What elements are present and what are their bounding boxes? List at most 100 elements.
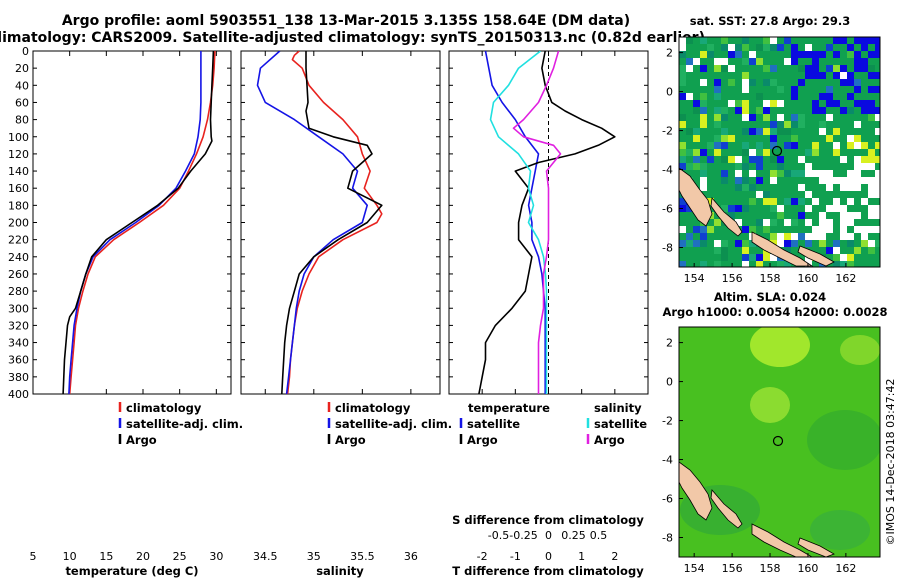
- sst-cell: [791, 44, 798, 51]
- sst-cell: [714, 261, 721, 267]
- sst-cell: [693, 135, 700, 142]
- sst-cell: [847, 261, 854, 267]
- sst-cell: [784, 219, 791, 226]
- sst-cell: [847, 79, 854, 86]
- sst-cell: [742, 86, 749, 93]
- x-tick-label: 5: [30, 550, 37, 563]
- sst-cell: [728, 156, 735, 163]
- top-x-tick-label: -0.25: [509, 529, 537, 542]
- sst-cell: [756, 142, 763, 149]
- sst-cell: [826, 170, 833, 177]
- sst-cell: [714, 149, 721, 156]
- sst-cell: [875, 226, 880, 233]
- sst-cell: [714, 86, 721, 93]
- sst-cell: [875, 107, 880, 114]
- series-satellite-adj-clim-: [256, 51, 369, 394]
- sst-cell: [847, 240, 854, 247]
- sst-cell: [728, 233, 735, 240]
- sst-cell: [756, 163, 763, 170]
- sst-cell: [693, 114, 700, 121]
- sst-cell: [840, 37, 847, 44]
- sst-cell: [805, 149, 812, 156]
- sst-cell: [777, 156, 784, 163]
- sst-cell: [700, 121, 707, 128]
- sst-cell: [819, 170, 826, 177]
- sst-cell: [707, 198, 714, 205]
- sst-cell: [679, 142, 686, 149]
- sst-cell: [707, 226, 714, 233]
- sst-cell: [679, 51, 686, 58]
- sst-cell: [854, 65, 861, 72]
- sst-cell: [812, 65, 819, 72]
- sst-cell: [693, 240, 700, 247]
- sst-cell: [861, 107, 868, 114]
- sst-cell: [812, 226, 819, 233]
- x-tick-label: 15: [99, 550, 113, 563]
- sst-cell: [679, 44, 686, 51]
- sst-cell: [735, 93, 742, 100]
- sst-cell: [770, 37, 777, 44]
- sst-cell: [686, 65, 693, 72]
- sst-cell: [770, 191, 777, 198]
- sla-low-blob: [807, 410, 880, 470]
- sst-cell: [791, 51, 798, 58]
- series-temperature-satellite: [484, 51, 547, 394]
- sst-cell: [742, 79, 749, 86]
- sst-cell: [686, 149, 693, 156]
- sst-cell: [805, 219, 812, 226]
- sst-cell: [679, 79, 686, 86]
- map-lat-label: -4: [662, 454, 673, 467]
- sst-cell: [833, 177, 840, 184]
- sst-land-solomon: [751, 231, 814, 267]
- sst-cell: [707, 51, 714, 58]
- sst-cell: [749, 226, 756, 233]
- sst-cell: [700, 51, 707, 58]
- legend-label-climatology: climatology: [335, 401, 411, 415]
- sst-cell: [875, 86, 880, 93]
- sst-cell: [728, 135, 735, 142]
- depth-tick-label: 300: [8, 302, 29, 315]
- sst-cell: [868, 86, 875, 93]
- sst-cell: [693, 72, 700, 79]
- sst-cell: [847, 93, 854, 100]
- sst-cell: [763, 79, 770, 86]
- sst-cell: [826, 65, 833, 72]
- sst-cell: [819, 121, 826, 128]
- map-lat-label: 2: [666, 337, 673, 350]
- top-x-tick-label: 0.25: [561, 529, 586, 542]
- salinity-legend: climatology satellite-adj. clim. Argo: [327, 401, 452, 447]
- sst-cell: [770, 156, 777, 163]
- sst-cell: [679, 261, 686, 267]
- sst-cell: [714, 114, 721, 121]
- sst-cell: [770, 44, 777, 51]
- sst-cell: [826, 177, 833, 184]
- depth-tick-label: 120: [8, 148, 29, 161]
- depth-tick-label: 140: [8, 165, 29, 178]
- map-lon-label: 154: [684, 272, 705, 285]
- sst-cell: [847, 177, 854, 184]
- map-lat-label: -8: [662, 242, 673, 255]
- x-tick-label: 10: [63, 550, 77, 563]
- sst-cell: [693, 226, 700, 233]
- sst-cell: [742, 177, 749, 184]
- map-lat-label: -2: [662, 415, 673, 428]
- sst-cell: [707, 156, 714, 163]
- depth-axis: 0 20 40 60 80 100 120 140 160 180 200 220 240 260 280 3…: [8, 45, 648, 401]
- sst-cell: [770, 219, 777, 226]
- sst-cell: [777, 72, 784, 79]
- sst-cell: [763, 107, 770, 114]
- x-tick-label: 1: [578, 550, 585, 563]
- sla-land-new-guinea: [679, 461, 713, 521]
- sst-cell: [756, 149, 763, 156]
- sst-cell: [875, 240, 880, 247]
- sst-cell: [707, 142, 714, 149]
- sst-cell: [763, 254, 770, 261]
- sst-cell: [700, 93, 707, 100]
- sst-cell: [777, 93, 784, 100]
- map-lat-label: -2: [662, 125, 673, 138]
- x-tick-label: 36: [404, 550, 418, 563]
- sst-cell: [791, 240, 798, 247]
- sst-cell: [847, 233, 854, 240]
- sst-cell: [805, 44, 812, 51]
